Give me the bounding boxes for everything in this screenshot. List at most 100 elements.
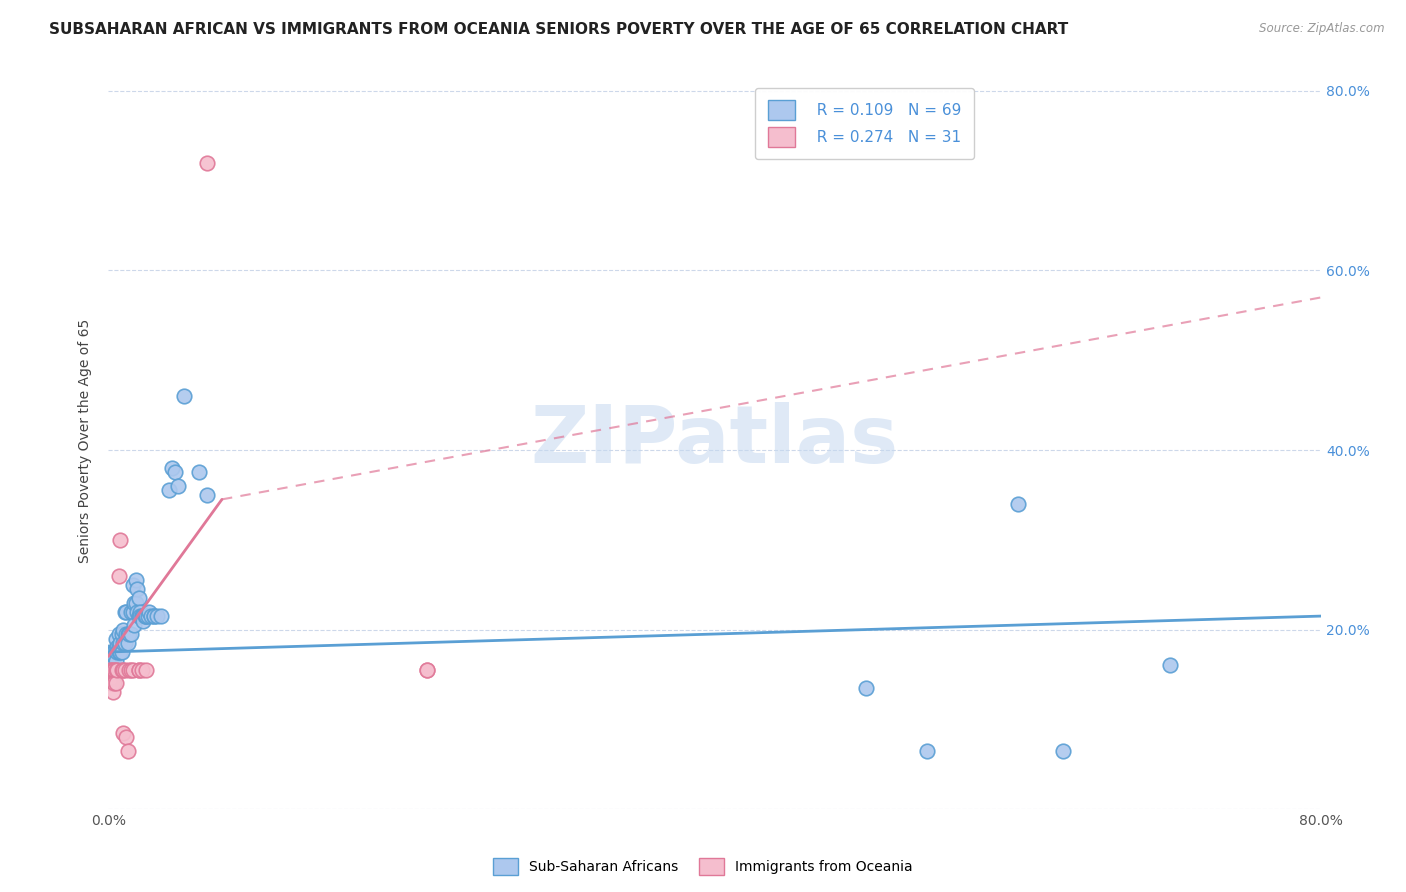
Point [110,533,132,547]
Point [128,663,150,677]
Point [128,609,150,624]
Point [135,663,157,677]
Point [117,744,139,758]
Point [120,663,142,677]
Point [415,663,437,677]
Legend: Sub-Saharan Africans, Immigrants from Oceania: Sub-Saharan Africans, Immigrants from Oc… [488,853,918,880]
Point [108,627,131,641]
Point [118,663,141,677]
Point [100,676,122,690]
Legend:   R = 0.109   N = 69,   R = 0.274   N = 31: R = 0.109 N = 69, R = 0.274 N = 31 [755,88,974,160]
Point [112,663,135,677]
Point [110,645,132,659]
Point [131,609,153,624]
Point [100,663,122,677]
Point [121,577,143,591]
Point [122,618,145,632]
Point [121,663,143,677]
Point [1007,497,1029,511]
Point [114,605,136,619]
Point [100,654,122,668]
Point [115,627,138,641]
Point [108,645,131,659]
Point [104,645,127,659]
Point [104,632,127,646]
Point [117,627,139,641]
Point [128,663,150,677]
Point [103,676,125,690]
Point [139,609,162,624]
Point [111,627,134,641]
Point [1052,744,1074,758]
Point [114,636,136,650]
Point [101,685,124,699]
Point [195,488,218,502]
Point [173,389,195,403]
Point [122,596,145,610]
Point [128,591,150,606]
Point [115,605,138,619]
Point [1159,658,1181,673]
Point [101,654,124,668]
Point [98,645,121,659]
Point [120,627,142,641]
Point [115,731,138,745]
Point [114,663,136,677]
Point [124,596,146,610]
Point [124,573,146,587]
Point [855,681,877,695]
Point [163,466,186,480]
Point [129,609,152,624]
Point [142,609,165,624]
Point [121,605,143,619]
Point [135,609,157,624]
Point [104,663,127,677]
Point [105,663,128,677]
Point [118,627,141,641]
Point [135,609,157,624]
Text: SUBSAHARAN AFRICAN VS IMMIGRANTS FROM OCEANIA SENIORS POVERTY OVER THE AGE OF 65: SUBSAHARAN AFRICAN VS IMMIGRANTS FROM OC… [49,22,1069,37]
Point [104,676,127,690]
Point [108,568,131,582]
Point [98,663,121,677]
Y-axis label: Seniors Poverty Over the Age of 65: Seniors Poverty Over the Age of 65 [79,319,93,563]
Point [160,461,183,475]
Point [138,605,160,619]
Point [142,609,165,624]
Point [167,479,190,493]
Point [136,609,159,624]
Point [103,645,125,659]
Point [103,663,125,677]
Point [112,725,135,739]
Point [112,623,135,637]
Text: ZIPatlas: ZIPatlas [530,402,898,480]
Point [101,658,124,673]
Point [105,640,128,655]
Point [125,605,148,619]
Point [188,466,211,480]
Point [131,663,153,677]
Point [195,155,218,169]
Point [100,672,122,686]
Point [98,672,121,686]
Point [117,636,139,650]
Point [157,483,180,498]
Point [111,645,134,659]
Point [150,609,173,624]
Point [134,609,156,624]
Point [132,609,155,624]
Point [103,649,125,664]
Point [131,609,153,624]
Text: Source: ZipAtlas.com: Source: ZipAtlas.com [1260,22,1385,36]
Point [101,645,124,659]
Point [129,605,152,619]
Point [915,744,938,758]
Point [100,649,122,664]
Point [132,614,155,628]
Point [145,609,167,624]
Point [110,636,132,650]
Point [101,676,124,690]
Point [120,605,142,619]
Point [101,663,124,677]
Point [415,663,437,677]
